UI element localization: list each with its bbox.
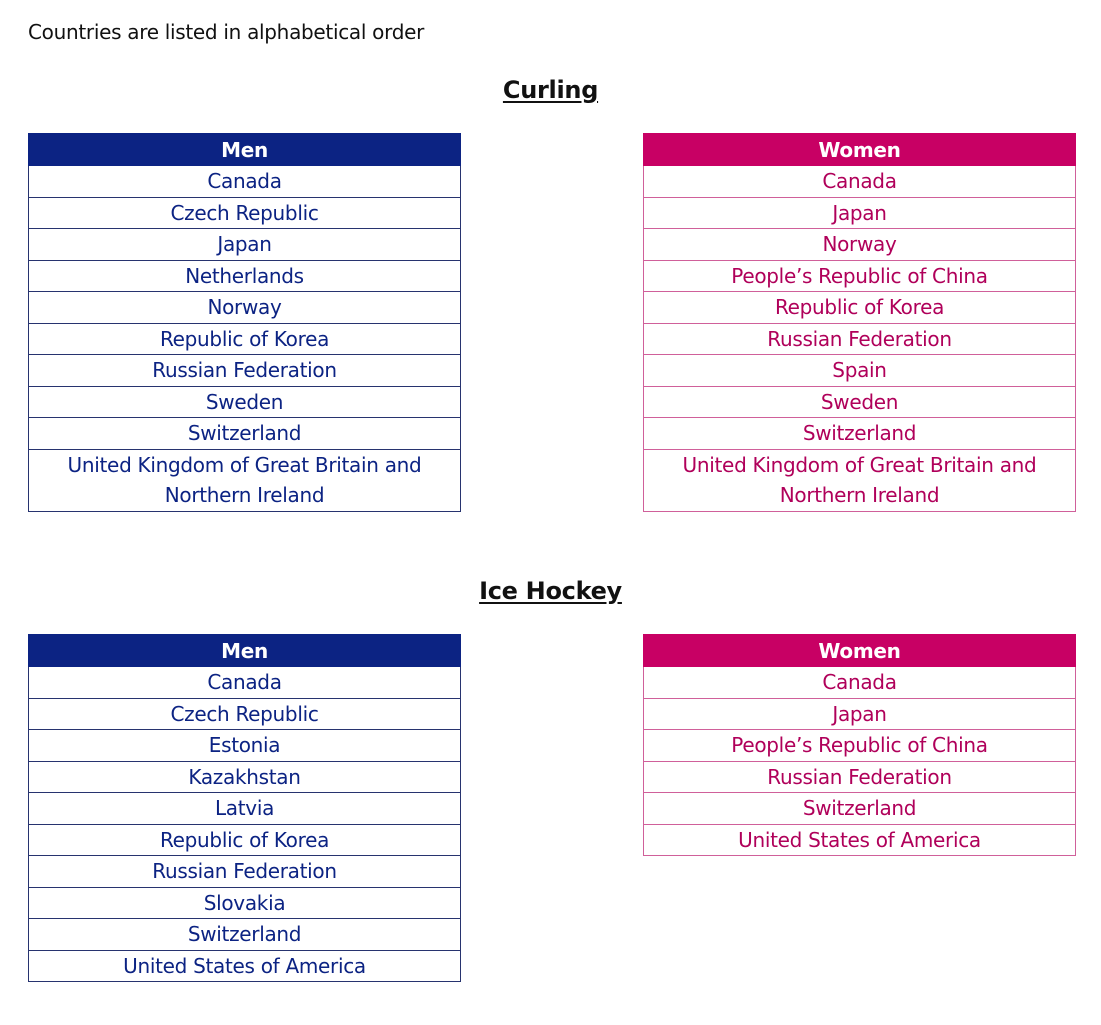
ice-hockey-women-table: Women Canada Japan People’s Republic of …	[643, 634, 1076, 856]
table-row: Czech Republic	[28, 196, 461, 229]
table-row: Switzerland	[643, 417, 1076, 450]
section-title-ice-hockey: Ice Hockey	[479, 577, 622, 605]
table-row: Switzerland	[28, 417, 461, 450]
table-row: Russian Federation	[28, 855, 461, 888]
table-row: Japan	[643, 697, 1076, 730]
table-row: Canada	[643, 165, 1076, 198]
table-row: People’s Republic of China	[643, 729, 1076, 762]
table-row: United States of America	[28, 949, 461, 982]
table-row: Russian Federation	[28, 354, 461, 387]
ice-hockey-men-table: Men Canada Czech Republic Estonia Kazakh…	[28, 634, 461, 982]
table-row: Estonia	[28, 729, 461, 762]
table-row: United Kingdom of Great Britain and Nort…	[643, 448, 1076, 512]
table-row: Canada	[643, 666, 1076, 699]
table-row: Switzerland	[643, 792, 1076, 825]
table-row: Japan	[28, 228, 461, 261]
table-row: Norway	[643, 228, 1076, 261]
table-row: Republic of Korea	[28, 823, 461, 856]
table-row: United States of America	[643, 823, 1076, 856]
table-row: Republic of Korea	[643, 291, 1076, 324]
column-header-men: Men	[28, 133, 461, 166]
table-row: Canada	[28, 666, 461, 699]
table-row: Spain	[643, 354, 1076, 387]
table-row: Canada	[28, 165, 461, 198]
table-row: United Kingdom of Great Britain and Nort…	[28, 448, 461, 512]
table-row: Kazakhstan	[28, 760, 461, 793]
table-row: Latvia	[28, 792, 461, 825]
table-row: Czech Republic	[28, 697, 461, 730]
column-header-men: Men	[28, 634, 461, 667]
curling-women-table: Women Canada Japan Norway People’s Repub…	[643, 133, 1076, 512]
table-row: People’s Republic of China	[643, 259, 1076, 292]
table-row: Japan	[643, 196, 1076, 229]
table-row: Norway	[28, 291, 461, 324]
curling-men-table: Men Canada Czech Republic Japan Netherla…	[28, 133, 461, 512]
column-header-women: Women	[643, 634, 1076, 667]
table-row: Russian Federation	[643, 760, 1076, 793]
table-row: Sweden	[28, 385, 461, 418]
table-row: Slovakia	[28, 886, 461, 919]
table-row: Netherlands	[28, 259, 461, 292]
table-row: Republic of Korea	[28, 322, 461, 355]
table-row: Russian Federation	[643, 322, 1076, 355]
section-title-curling: Curling	[502, 76, 599, 104]
column-header-women: Women	[643, 133, 1076, 166]
alphabetical-order-note: Countries are listed in alphabetical ord…	[28, 20, 425, 44]
table-row: Sweden	[643, 385, 1076, 418]
table-row: Switzerland	[28, 918, 461, 951]
